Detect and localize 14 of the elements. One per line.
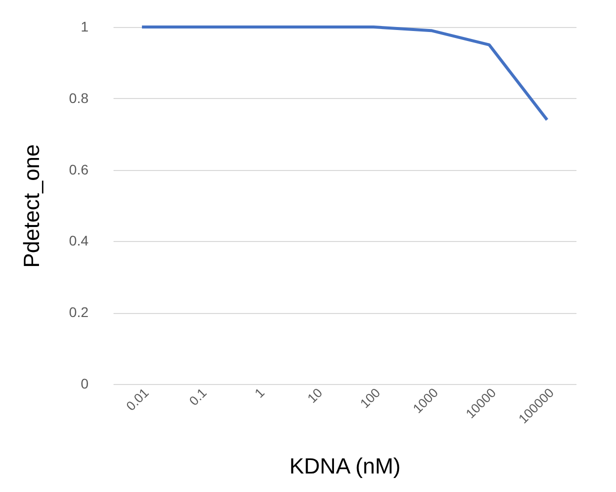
y-tick-label: 0.8 — [69, 90, 89, 106]
y-tick-label: 1 — [80, 18, 89, 34]
x-axis-title: KDNA (nM) — [289, 453, 401, 478]
y-tick-label: 0.4 — [69, 232, 89, 249]
line-series — [140, 26, 549, 122]
y-tick-label: 0.2 — [69, 304, 89, 320]
x-tick-label: 0.1 — [186, 385, 210, 408]
x-tick-label: 100 — [357, 385, 384, 412]
y-axis-title: Pdetect_one — [19, 144, 44, 268]
x-tick-label: 0.01 — [123, 385, 152, 414]
y-tick-label: 0 — [80, 376, 89, 392]
x-tick-label: 10 — [304, 385, 326, 406]
x-tick-label: 1 — [252, 385, 268, 401]
y-tick-label: 0.6 — [69, 161, 89, 178]
